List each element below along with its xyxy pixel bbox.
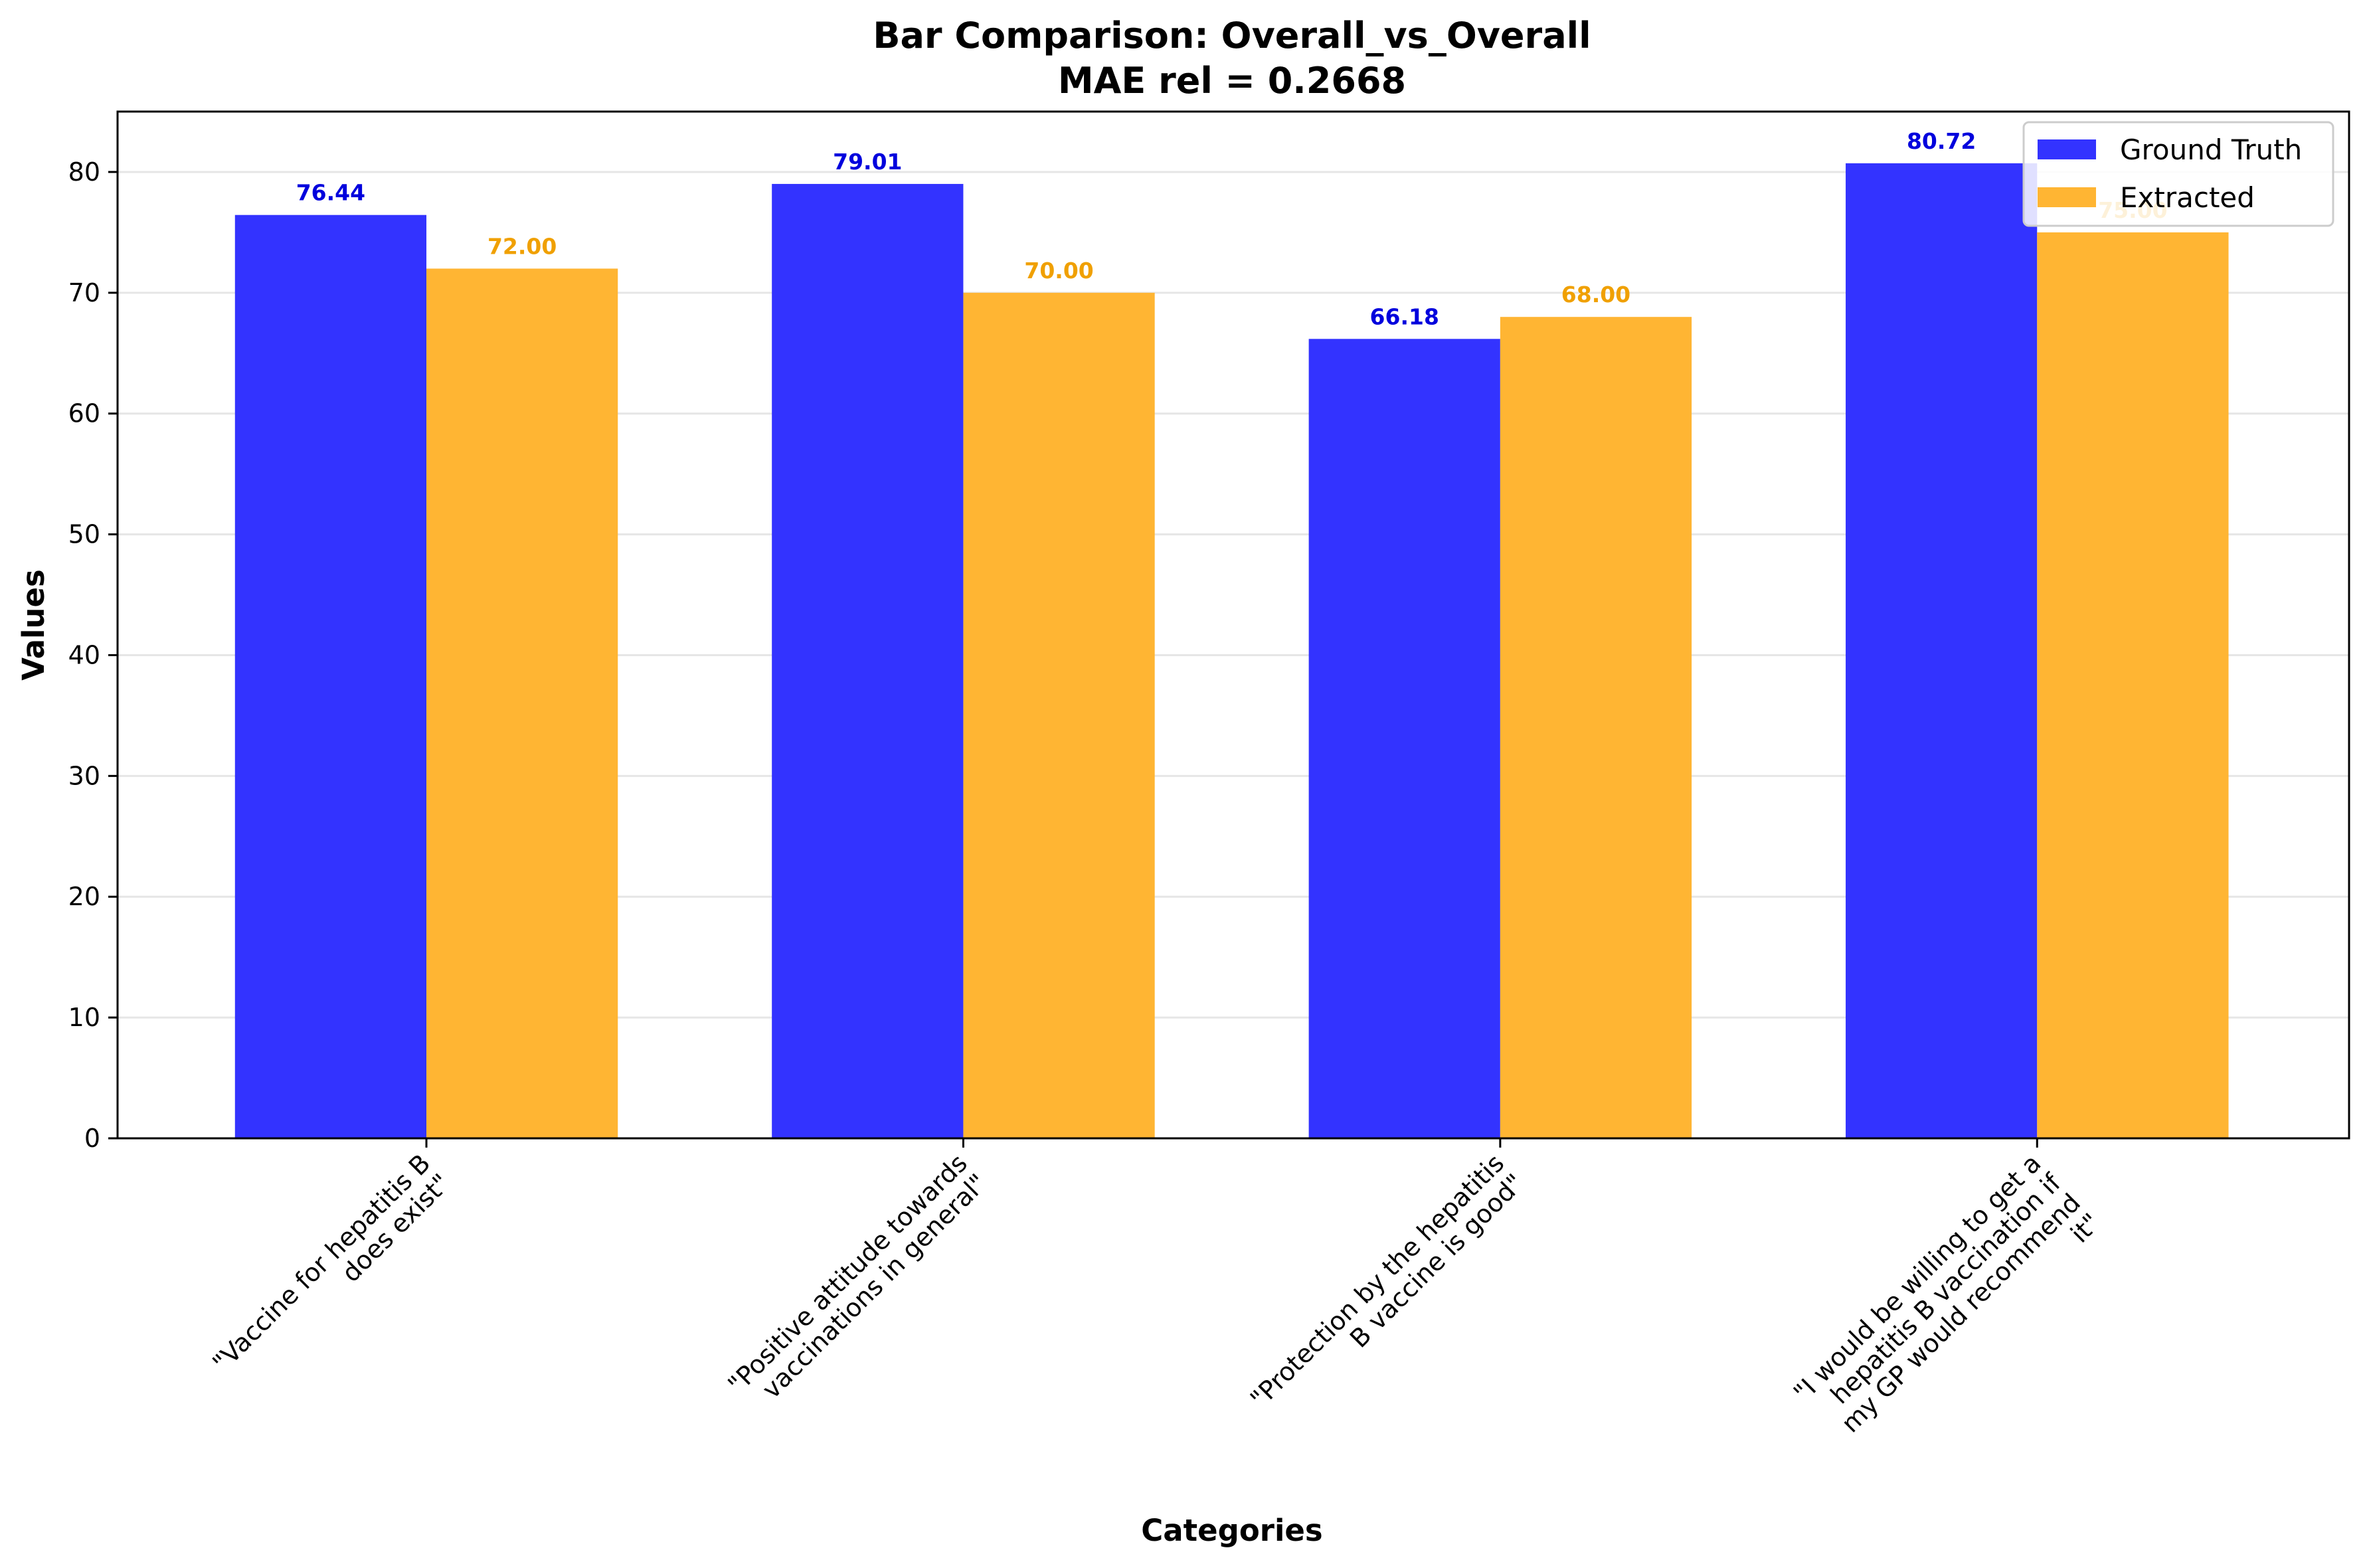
y-tick-label: 10 (68, 1003, 100, 1032)
value-label: 68.00 (1561, 282, 1630, 307)
legend: Ground Truth Extracted (2022, 121, 2334, 227)
bar-ground-truth (234, 215, 427, 1138)
x-axis-label: Categories (1141, 1513, 1322, 1548)
y-tick-label: 60 (68, 399, 100, 428)
value-label: 76.44 (296, 180, 365, 206)
legend-swatch-ground-truth (2038, 139, 2096, 159)
y-axis-ticks: 0 10 20 30 40 50 60 70 80 (68, 157, 118, 1153)
value-label: 72.00 (487, 233, 557, 259)
chart-title: Bar Comparison: Overall_vs_Overall (873, 15, 1591, 56)
bar-ground-truth (772, 183, 964, 1139)
y-tick-label: 70 (68, 278, 100, 307)
y-tick-label: 50 (68, 520, 100, 549)
value-label: 80.72 (1907, 128, 1976, 154)
value-label: 70.00 (1024, 258, 1093, 284)
chart-subtitle: MAE rel = 0.2668 (1058, 60, 1406, 102)
plot-frame (116, 110, 2350, 1140)
bars-group (234, 163, 2229, 1139)
y-tick-label: 40 (68, 640, 100, 669)
bar-extracted (963, 292, 1155, 1139)
y-tick-label: 30 (68, 761, 100, 790)
legend-box (2022, 121, 2334, 227)
bar-extracted (2037, 232, 2229, 1139)
bar-extracted (1500, 317, 1692, 1139)
y-axis-label: Values (16, 569, 51, 681)
y-tick-label: 20 (68, 882, 100, 911)
bar-ground-truth (1308, 339, 1500, 1138)
legend-label-extracted: Extracted (2120, 181, 2255, 214)
bar-extracted (426, 268, 618, 1139)
value-label: 66.18 (1370, 304, 1439, 329)
legend-swatch-extracted (2038, 187, 2096, 207)
value-label: 79.01 (833, 149, 902, 175)
y-tick-label: 80 (68, 157, 100, 187)
legend-label-ground-truth: Ground Truth (2120, 133, 2302, 166)
bar-ground-truth (1846, 163, 2038, 1138)
y-tick-label: 0 (84, 1124, 100, 1153)
